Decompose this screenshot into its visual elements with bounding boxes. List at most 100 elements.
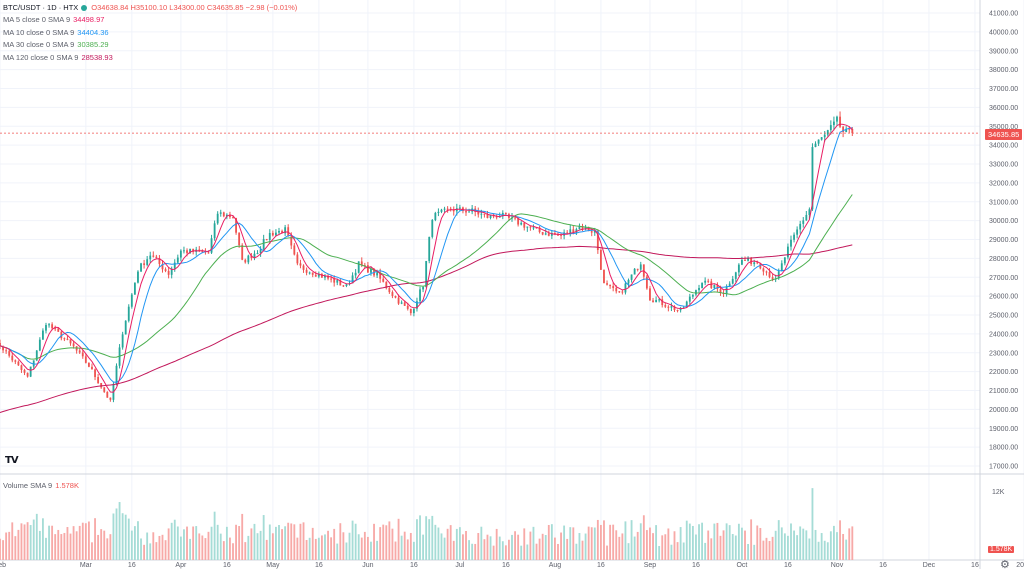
volume-bar: [520, 545, 523, 560]
volume-bar: [452, 540, 455, 560]
candle-body: [449, 208, 452, 210]
ma-label: MA 30 close 0 SMA 9: [3, 40, 75, 50]
volume-bar: [790, 523, 792, 560]
volume-bar: [823, 540, 826, 560]
volume-bar: [149, 543, 152, 560]
ma5-line: [0, 123, 853, 393]
volume-bar: [207, 531, 210, 560]
candle-body: [146, 259, 149, 265]
volume-bar: [618, 536, 621, 560]
candle-body: [440, 209, 443, 212]
candle-body: [823, 134, 826, 138]
volume-bar: [225, 526, 228, 560]
candle-body: [495, 216, 498, 218]
y-tick-label: 25000.00: [989, 313, 1018, 320]
volume-bar: [87, 521, 90, 560]
ma-row-120[interactable]: MA 120 close 0 SMA 9 28538.93: [3, 52, 297, 64]
candle-body: [618, 291, 621, 293]
candle-body: [691, 294, 694, 297]
volume-bar: [336, 543, 339, 560]
candle-body: [305, 269, 308, 273]
symbol-title[interactable]: BTC/USDT · 1D · HTX: [3, 3, 79, 12]
volume-bar: [345, 542, 348, 560]
volume-bar: [152, 532, 155, 560]
ma-value: 30385.29: [77, 40, 109, 50]
candle-body: [360, 261, 363, 266]
candle-body: [339, 280, 342, 286]
candle-body: [281, 230, 283, 234]
volume-legend[interactable]: Volume SMA 9 1.578K: [3, 481, 79, 490]
tradingview-logo[interactable]: TV: [5, 455, 19, 466]
volume-bar: [416, 519, 418, 560]
volume-bar: [449, 525, 452, 560]
candle-body: [235, 218, 237, 233]
candle-body: [538, 227, 541, 233]
volume-bar: [799, 526, 802, 560]
ma-row-5[interactable]: MA 5 close 0 SMA 9 34498.97: [3, 14, 297, 26]
candle-body: [664, 305, 667, 307]
ma-row-30[interactable]: MA 30 close 0 SMA 9 30385.29: [3, 39, 297, 51]
volume-bar: [373, 523, 375, 560]
candle-body: [532, 227, 535, 229]
volume-bar: [713, 523, 716, 560]
volume-bar: [842, 533, 845, 560]
volume-bar: [238, 526, 241, 560]
candle-body: [130, 294, 133, 307]
volume-bar: [615, 530, 618, 560]
volume-bar: [744, 530, 746, 560]
candle-body: [222, 212, 225, 217]
candle-body: [0, 342, 1, 347]
candle-body: [302, 265, 305, 270]
candle-body: [29, 366, 32, 377]
x-tick-label: Sep: [644, 562, 657, 569]
x-tick-label: 16: [315, 562, 323, 569]
candle-body: [817, 139, 820, 144]
candle-body: [584, 227, 587, 230]
volume-bar: [81, 522, 84, 560]
volume-bar: [612, 524, 615, 560]
volume-bar: [550, 524, 553, 560]
volume-bar: [593, 527, 596, 560]
volume-bar: [5, 532, 8, 560]
chart-legend: BTC/USDT · 1D · HTX O34638.84 H35100.10 L…: [3, 2, 297, 64]
candle-body: [526, 226, 529, 228]
ma-row-10[interactable]: MA 10 close 0 SMA 9 34404.36: [3, 27, 297, 39]
volume-bar: [253, 523, 256, 560]
candle-body: [412, 308, 415, 314]
candle-body: [639, 264, 642, 270]
candle-body: [483, 213, 486, 215]
candle-body: [504, 212, 507, 215]
candle-body: [434, 212, 437, 221]
candle-body: [167, 270, 170, 275]
candle-body: [241, 245, 244, 260]
y-tick-label: 39000.00: [989, 48, 1018, 55]
y-tick-label: 34000.00: [989, 143, 1018, 150]
candle-body: [189, 248, 192, 253]
candle-body: [419, 289, 421, 302]
y-tick-label: 23000.00: [989, 350, 1018, 357]
volume-bar: [278, 525, 280, 560]
candle-body: [437, 211, 440, 213]
candle-body: [609, 284, 612, 287]
volume-bar: [458, 527, 461, 560]
volume-bar: [603, 520, 605, 560]
candle-body: [351, 275, 354, 284]
volume-bar: [376, 540, 379, 560]
candle-body: [514, 217, 516, 219]
candle-body: [701, 282, 704, 288]
gear-icon[interactable]: ⚙: [1000, 559, 1010, 571]
volume-bar: [645, 530, 648, 560]
candle-body: [161, 263, 164, 270]
candle-body: [550, 233, 553, 236]
candle-body: [719, 289, 722, 293]
volume-bar: [412, 541, 415, 560]
volume-bar: [486, 534, 489, 560]
y-tick-label: 41000.00: [989, 11, 1018, 18]
volume-bar: [688, 523, 691, 560]
symbol-row[interactable]: BTC/USDT · 1D · HTX O34638.84 H35100.10 L…: [3, 2, 297, 14]
y-tick-label: 31000.00: [989, 199, 1018, 206]
candle-body: [750, 257, 753, 265]
candle-body: [557, 234, 559, 236]
